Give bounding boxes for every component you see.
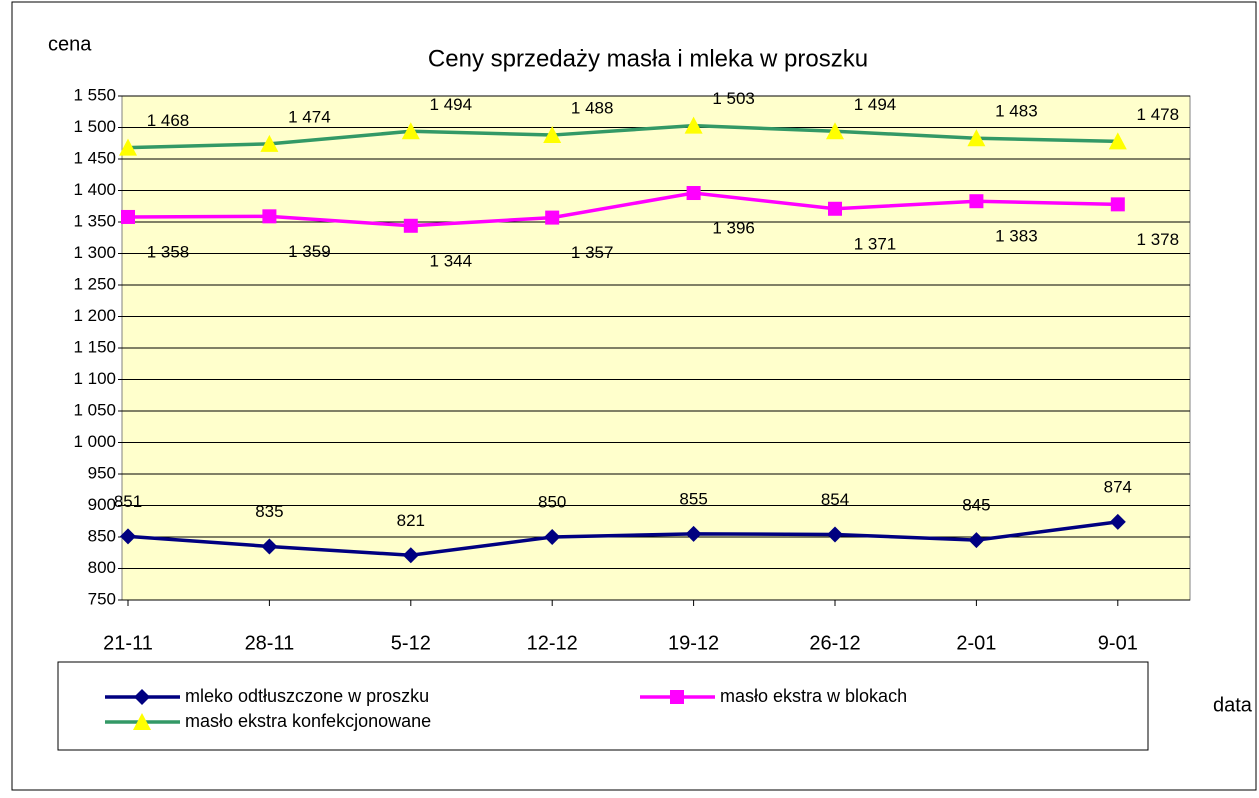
legend-label: mleko odtłuszczone w proszku [185, 686, 429, 706]
legend-marker [133, 713, 151, 730]
data-point [828, 201, 842, 216]
data-label: 1 359 [288, 242, 331, 261]
data-point [262, 209, 277, 224]
data-point [119, 138, 137, 156]
data-point [545, 210, 560, 225]
data-label: 835 [255, 502, 283, 521]
y-axis-label: cena [48, 33, 92, 55]
y-tick-label: 1 050 [73, 400, 116, 419]
data-label: 851 [114, 492, 142, 511]
y-tick-label: 1 350 [73, 211, 116, 230]
data-point [260, 134, 279, 152]
data-point [967, 129, 986, 147]
data-point [120, 528, 136, 545]
chart-title: Ceny sprzedaży masła i mleka w proszku [428, 45, 868, 72]
y-tick-label: 1 150 [73, 337, 116, 356]
data-point [403, 218, 418, 233]
y-tick-label: 1 250 [73, 274, 116, 293]
data-point [686, 186, 701, 201]
data-point [685, 525, 702, 542]
x-tick-label: 9-01 [1098, 632, 1138, 654]
data-point [1108, 132, 1127, 150]
y-tick-label: 900 [88, 495, 116, 514]
data-label: 854 [821, 490, 849, 509]
data-point [826, 122, 844, 140]
y-tick-label: 750 [88, 589, 116, 608]
data-label: 1 358 [147, 242, 190, 261]
x-tick-label: 19-12 [668, 632, 719, 654]
data-label: 1 494 [854, 95, 897, 114]
y-tick-label: 950 [88, 463, 116, 482]
x-tick-label: 12-12 [527, 632, 578, 654]
data-label: 874 [1104, 477, 1132, 496]
x-axis-label: data [1213, 694, 1253, 716]
data-point [544, 529, 561, 545]
data-point [261, 538, 278, 555]
data-label: 1 488 [571, 99, 614, 118]
data-label: 1 344 [430, 251, 473, 270]
series-line [127, 123, 1118, 150]
legend-label: masło ekstra konfekcjonowane [185, 711, 431, 731]
data-point [1109, 513, 1126, 530]
y-tick-label: 850 [88, 526, 116, 545]
legend-marker [670, 690, 684, 704]
data-label: 1 494 [430, 95, 473, 114]
data-point [1110, 197, 1125, 212]
data-point [543, 126, 562, 144]
data-label: 1 478 [1137, 105, 1180, 124]
legend [57, 661, 1149, 751]
data-label: 1 468 [147, 111, 190, 130]
data-label: 821 [397, 511, 425, 530]
y-tick-label: 1 200 [73, 306, 116, 325]
data-point [969, 194, 984, 209]
data-label: 1 474 [288, 107, 331, 126]
data-label: 850 [538, 492, 566, 511]
data-label: 1 357 [571, 243, 614, 262]
data-label: 845 [962, 496, 990, 515]
y-tick-label: 800 [88, 558, 116, 577]
y-tick-label: 1 500 [73, 117, 116, 136]
data-point [401, 122, 420, 140]
data-point [968, 532, 985, 549]
series-line [127, 520, 1119, 558]
y-tick-label: 1 000 [73, 432, 116, 451]
y-tick-label: 1 100 [73, 369, 116, 388]
data-label: 855 [679, 489, 707, 508]
data-label: 1 383 [995, 227, 1038, 246]
data-point [827, 526, 843, 543]
x-tick-label: 2-01 [956, 632, 996, 654]
y-tick-label: 1 400 [73, 180, 116, 199]
y-tick-label: 1 550 [73, 85, 116, 104]
data-label: 1 371 [854, 234, 897, 253]
x-tick-label: 5-12 [391, 632, 431, 654]
data-label: 1 503 [712, 89, 755, 108]
y-tick-label: 1 300 [73, 243, 116, 262]
x-tick-label: 26-12 [809, 632, 860, 654]
data-label: 1 378 [1137, 230, 1180, 249]
x-tick-label: 21-11 [103, 632, 153, 654]
data-label: 1 396 [712, 219, 755, 238]
data-label: 1 483 [995, 102, 1038, 121]
data-point [402, 547, 419, 564]
x-tick-label: 28-11 [245, 632, 295, 654]
legend-marker [134, 689, 150, 705]
data-point [121, 209, 135, 224]
legend-label: masło ekstra w blokach [720, 686, 907, 706]
series-line [127, 191, 1118, 228]
y-tick-label: 1 450 [73, 148, 116, 167]
data-point [684, 116, 703, 134]
